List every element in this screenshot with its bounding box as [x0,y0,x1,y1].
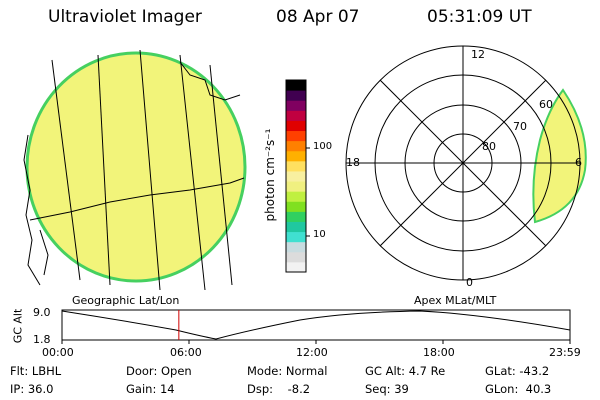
colorbar-segment [286,211,306,222]
lat-label-60: 60 [539,98,553,111]
colorbar [285,79,310,273]
altitude-ytick-9: 9.0 [33,306,51,319]
door-info: Door: Open [126,364,192,378]
colorbar-segment [286,150,306,162]
colorbar-segment [286,100,306,111]
geographic-image-panel [23,49,247,291]
colorbar-tick-10: 10 [313,229,326,240]
colorbar-tick-100: 100 [313,141,333,152]
filter-info: Flt: LBHL [10,364,62,378]
coastline-fragment [39,229,49,276]
latitude-line [29,177,245,221]
xtick-1800: 18:00 [423,346,455,359]
coastline-top [179,61,241,101]
colorbar-segment [286,221,306,233]
colorbar-segment [286,110,306,121]
altitude-plot [61,309,571,344]
mlt-line-diag-2 [379,79,547,247]
mode-info: Mode: Normal [247,364,328,378]
colorbar-segment [286,80,306,91]
colorbar-segment [286,241,306,253]
gc-alt-info: GC Alt: 4.7 Re [365,364,446,378]
gain-info: Gain: 14 [126,382,175,396]
xtick-1200: 12:00 [296,346,328,359]
colorbar-segment [286,130,306,142]
date-label: 08 Apr 07 [276,7,360,27]
longitude-lines [51,49,233,291]
mlt-label-18: 18 [346,156,360,169]
altitude-ytick-1-8: 1.8 [33,333,51,346]
colorbar-segment [286,191,306,202]
seq-info: Seq: 39 [365,382,409,396]
altitude-plot-frame [61,309,571,341]
dsp-info: Dsp: -8.2 [247,382,311,396]
instrument-title: Ultraviolet Imager [48,7,202,27]
mlt-label-0: 0 [466,276,473,289]
glon-info: GLon: 40.3 [485,382,552,396]
xtick-0000: 00:00 [42,346,74,359]
colorbar-unit-label: photon cm⁻²s⁻¹ [263,128,277,222]
mlt-label-12: 12 [471,48,485,61]
colorbar-segment [286,261,306,273]
ip-info: IP: 36.0 [10,382,54,396]
time-label: 05:31:09 UT [427,7,532,27]
lat-label-70: 70 [513,120,527,133]
apex-panel-label: Apex MLat/MLT [414,294,497,307]
polar-plot [345,45,587,281]
colorbar-segment [286,231,306,243]
colorbar-segment [286,140,306,152]
colorbar-frame [285,79,307,273]
colorbar-segment [286,90,306,101]
lat-label-80: 80 [482,140,496,153]
xtick-2359: 23:59 [549,346,581,359]
altitude-curve [61,310,571,340]
colorbar-segment [286,160,306,172]
colorbar-segment [286,120,306,132]
colorbar-segment [286,251,306,263]
colorbar-segment [286,170,306,182]
earth-disk [25,51,247,283]
mlt-label-6: 6 [575,156,582,169]
coastline-left [23,134,41,286]
altitude-axis-label: GC Alt [11,308,25,344]
xtick-0600: 06:00 [170,346,202,359]
geographic-panel-label: Geographic Lat/Lon [72,294,180,307]
colorbar-segment [286,201,306,212]
colorbar-segment [286,181,306,192]
glat-info: GLat: -43.2 [485,364,550,378]
